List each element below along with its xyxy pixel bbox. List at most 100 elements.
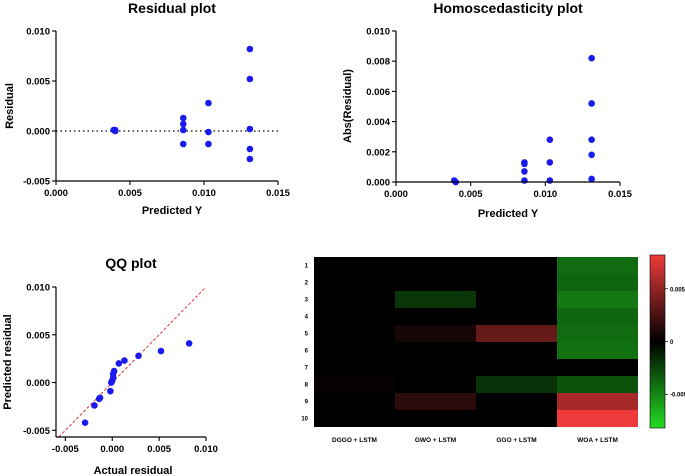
homosced-data-point (546, 177, 554, 184)
residual-data-point (111, 126, 119, 134)
residual-data-point (179, 120, 187, 128)
heatmap-cell (476, 325, 557, 342)
heatmap-cell (557, 274, 638, 291)
qq-data-point (115, 360, 123, 367)
qq-xtick-label: 0.005 (147, 444, 171, 455)
qq-data-point (81, 419, 89, 426)
homosced-xtick-label: 0.015 (608, 189, 632, 200)
heatmap-cell (395, 342, 476, 359)
qq-plot-title: QQ plot (105, 255, 157, 271)
heatmap-cell (395, 393, 476, 410)
qq-plot-xlabel: Actual residual (94, 465, 173, 476)
residual-data-point (179, 114, 187, 122)
homoscedasticity-plot-ylabel: Abs(Residual) (342, 69, 354, 143)
residual-data-point (205, 140, 212, 148)
residual-xtick-label: 0.005 (118, 188, 142, 199)
qq-data-point (107, 387, 114, 395)
homosced-data-point (521, 177, 528, 184)
residual-data-point (246, 145, 254, 153)
heatmap-row-label: 7 (305, 366, 309, 372)
homoscedasticity-plot-xlabel: Predicted Y (478, 208, 539, 220)
qq-data-point (185, 340, 193, 347)
residual-plot-ylabel: Residual (4, 83, 16, 129)
homosced-data-point (546, 136, 554, 144)
homosced-xtick-label: 0.005 (459, 189, 483, 200)
residual-ytick-label: 0.000 (26, 127, 50, 138)
residual-xtick-label: 0.015 (266, 188, 290, 199)
qq-data-point (121, 357, 128, 364)
homosced-data-point (588, 136, 595, 144)
homosced-data-point (588, 100, 595, 107)
heatmap-cell (557, 410, 638, 427)
heatmap-cell (476, 342, 557, 359)
residual-data-point (205, 128, 212, 136)
homosced-ytick-label: 0.000 (366, 178, 390, 189)
heatmap-cell (557, 359, 638, 376)
residual-data-point (179, 140, 187, 148)
homosced-xtick-label: 0.010 (533, 189, 557, 200)
homoscedasticity-plot: Homoscedasticity plot Predicted Y Abs(Re… (342, 0, 633, 220)
heatmap-cell (557, 393, 638, 410)
qq-ytick-label: -0.005 (23, 426, 51, 437)
qq-xtick-label: 0.010 (194, 444, 218, 455)
heatmap-cell (314, 308, 395, 325)
heatmap-cell (314, 342, 395, 359)
heatmap-cell (395, 359, 476, 376)
heatmap-row-label: 2 (305, 281, 309, 287)
heatmap-cell (557, 291, 638, 308)
qq-xtick-label: -0.005 (52, 444, 80, 455)
heatmap-cell (476, 308, 557, 325)
homoscedasticity-plot-title: Homoscedasticity plot (433, 0, 583, 16)
heatmap-cell (476, 393, 557, 410)
heatmap-cell (557, 308, 638, 325)
homosced-data-point (588, 175, 595, 183)
homosced-ytick-label: 0.002 (366, 147, 390, 158)
qq-data-point (110, 367, 118, 375)
residual-ytick-label: 0.010 (26, 27, 50, 38)
residual-plot-title: Residual plot (128, 0, 216, 16)
heatmap-column-label: DGGO + LSTM (332, 437, 377, 444)
qq-ytick-label: 0.010 (26, 283, 50, 294)
heatmap-column-label: GGO + LSTM (496, 437, 536, 444)
qq-identity-line (58, 286, 207, 438)
residual-data-point (179, 126, 187, 134)
heatmap-cell (557, 376, 638, 393)
heatmap-cell (314, 274, 395, 291)
heatmap-cell (395, 291, 476, 308)
residual-ytick-label: 0.005 (26, 77, 50, 88)
heatmap: 1 2 3 4 5 6 7 8 9 10 DGGO + LSTM GWO + LSTM GGO + L… (301, 254, 685, 444)
residual-xtick-label: 0.010 (192, 188, 216, 199)
homosced-ytick-label: 0.010 (366, 27, 390, 38)
heatmap-cell (557, 257, 638, 274)
homosced-xtick-label: 0.000 (384, 189, 408, 200)
colorbar-tick-label: 0 (670, 340, 674, 346)
qq-ytick-label: 0.000 (26, 378, 50, 389)
heatmap-cell (314, 325, 395, 342)
homosced-ytick-label: 0.008 (366, 57, 390, 68)
heatmap-column-label: GWO + LSTM (415, 437, 456, 444)
homosced-data-point (588, 54, 595, 62)
qq-data-point (91, 402, 98, 409)
heatmap-colorbar (649, 254, 666, 429)
heatmap-row-label: 1 (305, 264, 309, 270)
heatmap-row-label: 6 (305, 349, 309, 355)
heatmap-cell (557, 325, 638, 342)
residual-plot-xlabel: Predicted Y (142, 205, 203, 217)
residual-data-point (246, 125, 254, 133)
heatmap-cell (476, 274, 557, 291)
heatmap-cell (395, 308, 476, 325)
heatmap-row-label: 4 (305, 315, 309, 321)
heatmap-cell (395, 274, 476, 291)
qq-data-point (96, 394, 104, 402)
homosced-data-point (588, 151, 595, 159)
colorbar-tick-label: 0.005 (670, 287, 685, 293)
residual-data-point (246, 45, 254, 53)
heatmap-cell (476, 410, 557, 427)
heatmap-cell (395, 257, 476, 274)
heatmap-cell (314, 376, 395, 393)
homosced-ytick-label: 0.004 (366, 117, 390, 128)
qq-xtick-label: 0.000 (100, 444, 124, 455)
heatmap-row-label: 9 (305, 400, 309, 406)
heatmap-cell (395, 376, 476, 393)
